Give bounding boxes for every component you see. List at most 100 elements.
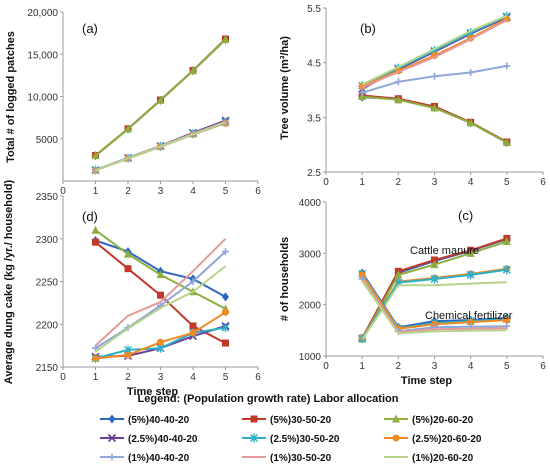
legend-item: (2.5%)20-60-20 <box>384 434 482 445</box>
data-point <box>91 225 100 234</box>
x-tick-label: 2 <box>396 361 402 372</box>
series <box>358 62 511 97</box>
x-tick-label: 2 <box>125 372 131 383</box>
series <box>94 265 227 353</box>
data-point <box>502 237 511 246</box>
x-tick-label: 4 <box>468 361 474 372</box>
y-tick-label: 4.5 <box>307 59 321 70</box>
legend-item: (1%)20-60-20 <box>384 453 474 464</box>
legend-marker <box>108 453 116 461</box>
series-line <box>95 121 226 172</box>
data-point <box>157 291 164 299</box>
data-point <box>394 78 402 86</box>
series-line <box>361 19 508 89</box>
y-tick-label: 2150 <box>36 363 59 374</box>
series <box>95 121 226 172</box>
panel-label: (a) <box>82 21 98 36</box>
data-point <box>467 69 475 77</box>
legend-item: (2.5%)30-50-20 <box>242 433 340 445</box>
data-point <box>189 66 197 75</box>
legend-label: (2.5%)30-50-20 <box>270 434 340 445</box>
data-point <box>157 338 164 346</box>
data-point <box>222 292 229 302</box>
legend-marker <box>392 434 400 442</box>
data-point <box>466 118 475 127</box>
data-point <box>222 339 229 347</box>
x-tick-label: 4 <box>190 186 196 197</box>
legend-label: (5%)30-50-20 <box>270 415 332 426</box>
series <box>361 281 507 341</box>
data-point <box>124 265 132 273</box>
data-point <box>431 72 438 80</box>
y-tick-label: 5.5 <box>307 4 321 15</box>
chart-panel: 5000 10,000 15,000 20,000 0 1 2 3 4 5 6 (a) Total # … <box>5 8 261 197</box>
series <box>92 248 229 352</box>
data-point <box>358 271 366 279</box>
data-point <box>430 103 439 112</box>
y-tick-label: 3.5 <box>307 113 321 124</box>
series <box>94 238 227 347</box>
y-axis-label: # of households <box>279 237 291 321</box>
series <box>361 19 508 89</box>
data-point <box>91 151 100 160</box>
data-point <box>92 354 99 362</box>
x-tick-label: 5 <box>223 186 229 197</box>
data-point <box>124 124 132 133</box>
data-point <box>189 322 197 330</box>
legend-items: (5%)40-40-20 (5%)30-50-20 (5%)20-60-20 (2.5… <box>100 414 482 464</box>
panel-label: (d) <box>82 209 98 224</box>
y-tick-label: 2250 <box>36 278 59 289</box>
x-tick-label: 3 <box>158 186 164 197</box>
data-point <box>466 248 475 257</box>
y-tick-label: 2.5 <box>307 168 321 179</box>
x-tick-label: 1 <box>359 361 365 372</box>
y-axis-label: Average dung cake (kg /yr./ household) <box>3 179 15 384</box>
data-point <box>189 278 197 285</box>
series-line <box>361 281 507 341</box>
data-point <box>394 95 403 104</box>
x-tick-label: 3 <box>158 372 164 383</box>
legend-label: (5%)40-40-20 <box>128 415 190 426</box>
data-point <box>503 62 511 70</box>
y-tick-label: 15,000 <box>27 50 58 61</box>
data-point <box>156 270 165 279</box>
y-tick-label: 2000 <box>299 301 322 312</box>
data-point <box>221 323 230 333</box>
y-tick-label: 4000 <box>299 198 322 209</box>
x-tick-label: 1 <box>93 186 99 197</box>
legend-label: (1%)40-40-20 <box>128 453 190 464</box>
annotation-chemical-fertilizer: Chemical fertilizer <box>425 310 513 322</box>
series-line <box>94 265 227 353</box>
legend-marker <box>250 415 258 423</box>
x-tick-label: 6 <box>540 177 546 188</box>
x-tick-label: 4 <box>190 372 196 383</box>
panel-label: (b) <box>360 21 376 36</box>
legend-marker <box>107 433 117 443</box>
series <box>92 308 229 362</box>
legend-marker <box>392 414 400 423</box>
chart-panel: 2.5 3.5 4.5 5.5 0 1 2 3 4 5 6 (b) Tree volume (m³/ha… <box>279 4 546 188</box>
legend-label: (1%)30-50-20 <box>270 453 332 464</box>
y-tick-label: 5000 <box>36 135 59 146</box>
y-tick-label: 2200 <box>36 320 59 331</box>
legend-label: (5%)20-60-20 <box>412 415 474 426</box>
data-point <box>222 308 229 316</box>
data-point <box>124 351 132 359</box>
data-point <box>92 238 99 246</box>
data-point <box>466 270 475 280</box>
data-point <box>222 248 229 256</box>
legend: Legend: (Population growth rate) Labor a… <box>100 393 482 464</box>
legend-title: Legend: (Population growth rate) Labor a… <box>138 393 399 405</box>
x-tick-label: 6 <box>540 361 546 372</box>
x-tick-label: 2 <box>396 177 402 188</box>
y-tick-label: 3000 <box>299 249 322 260</box>
x-axis-label: Time step <box>401 375 452 387</box>
series <box>361 280 507 335</box>
y-tick-label: 2300 <box>36 235 59 246</box>
x-tick-label: 1 <box>359 177 365 188</box>
panel-label: (c) <box>458 208 473 223</box>
data-point <box>156 95 165 104</box>
x-tick-label: 0 <box>60 372 66 383</box>
